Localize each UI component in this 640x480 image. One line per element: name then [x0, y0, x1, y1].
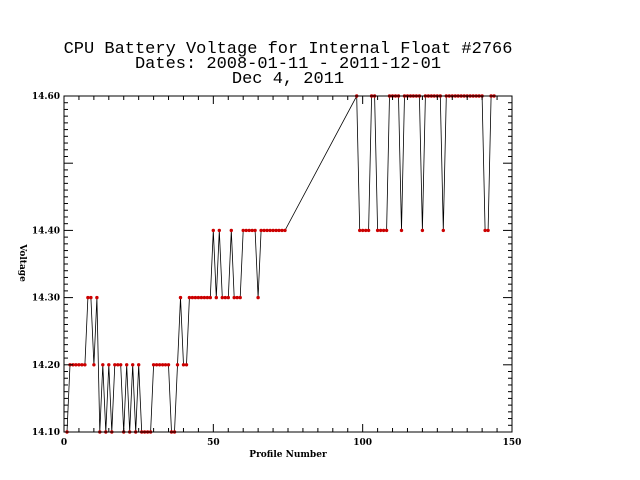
data-point	[250, 228, 254, 233]
title-line-1: CPU Battery Voltage for Internal Float #…	[64, 40, 513, 59]
data-point	[166, 363, 171, 367]
data-point	[199, 295, 204, 300]
chart-title: CPU Battery Voltage for Internal Float #…	[64, 40, 513, 89]
y-tick-label: 14.40	[32, 226, 60, 236]
data-point	[378, 228, 383, 233]
data-point	[151, 363, 156, 367]
data-point	[268, 228, 272, 233]
data-point	[265, 228, 269, 233]
plot-area	[65, 94, 496, 434]
data-point	[274, 228, 278, 233]
data-point	[399, 228, 404, 233]
data-point	[277, 228, 281, 233]
data-point	[113, 363, 117, 367]
data-point	[107, 363, 111, 367]
data-point	[235, 295, 239, 300]
data-point	[125, 363, 129, 367]
data-point	[83, 363, 87, 367]
data-point	[483, 228, 487, 233]
data-point	[375, 228, 380, 233]
data-point	[256, 295, 260, 300]
y-axis-label: Voltage	[17, 243, 27, 282]
data-point	[202, 295, 207, 300]
axis-ticks: 0 50 100 150 14.10 14.20 14.30 14.40 14.60	[32, 92, 522, 448]
data-point	[262, 228, 266, 233]
x-axis-label: Profile Number	[249, 450, 327, 460]
data-point	[160, 363, 165, 367]
y-tick-label: 14.60	[32, 92, 60, 102]
data-point	[137, 363, 141, 367]
data-point	[157, 363, 162, 367]
data-point	[271, 228, 275, 233]
data-point	[187, 295, 192, 300]
data-point	[247, 228, 251, 233]
data-point	[205, 295, 210, 300]
data-point	[223, 295, 227, 300]
data-point	[238, 295, 242, 300]
data-point	[193, 295, 198, 300]
data-point	[184, 363, 189, 367]
data-point	[74, 363, 78, 367]
data-point	[154, 363, 159, 367]
data-point	[441, 228, 445, 233]
data-point	[101, 363, 105, 367]
data-point	[163, 363, 168, 367]
data-point	[259, 228, 263, 233]
data-point	[361, 228, 365, 233]
data-point	[196, 295, 201, 300]
data-point	[220, 295, 224, 300]
data-point	[217, 228, 221, 233]
data-point	[381, 228, 386, 233]
x-tick-label: 0	[61, 438, 67, 448]
data-point	[181, 363, 186, 367]
y-tick-label: 14.20	[32, 361, 60, 371]
data-point	[420, 228, 425, 233]
data-point	[358, 228, 362, 233]
data-point	[229, 228, 233, 233]
data-point	[241, 228, 245, 233]
data-point	[80, 363, 84, 367]
data-point	[77, 363, 81, 367]
data-point	[86, 295, 90, 300]
data-point	[131, 363, 135, 367]
data-point	[95, 295, 99, 300]
data-point	[283, 228, 287, 233]
data-point	[211, 228, 215, 233]
data-point	[384, 228, 389, 233]
series-line	[66, 94, 495, 433]
x-tick-label: 100	[353, 438, 372, 448]
y-tick-label: 14.10	[32, 428, 60, 438]
data-point	[364, 228, 368, 233]
data-point	[232, 295, 236, 300]
data-point	[214, 295, 218, 300]
data-point	[226, 295, 230, 300]
x-tick-label: 50	[207, 438, 220, 448]
data-point	[280, 228, 284, 233]
data-point	[119, 363, 123, 367]
data-point	[244, 228, 248, 233]
y-tick-label: 14.30	[32, 294, 60, 304]
data-point	[253, 228, 257, 233]
data-point	[116, 363, 120, 367]
data-point	[89, 295, 93, 300]
x-tick-label: 150	[503, 438, 522, 448]
data-point	[178, 295, 183, 300]
data-point	[175, 363, 180, 367]
title-line-3: Dec 4, 2011	[232, 70, 344, 89]
data-point	[366, 228, 371, 233]
title-line-2: Dates: 2008-01-11 - 2011-12-01	[135, 55, 441, 74]
data-point	[190, 295, 195, 300]
data-point	[486, 228, 490, 233]
data-point	[92, 363, 96, 367]
data-point	[208, 295, 212, 300]
